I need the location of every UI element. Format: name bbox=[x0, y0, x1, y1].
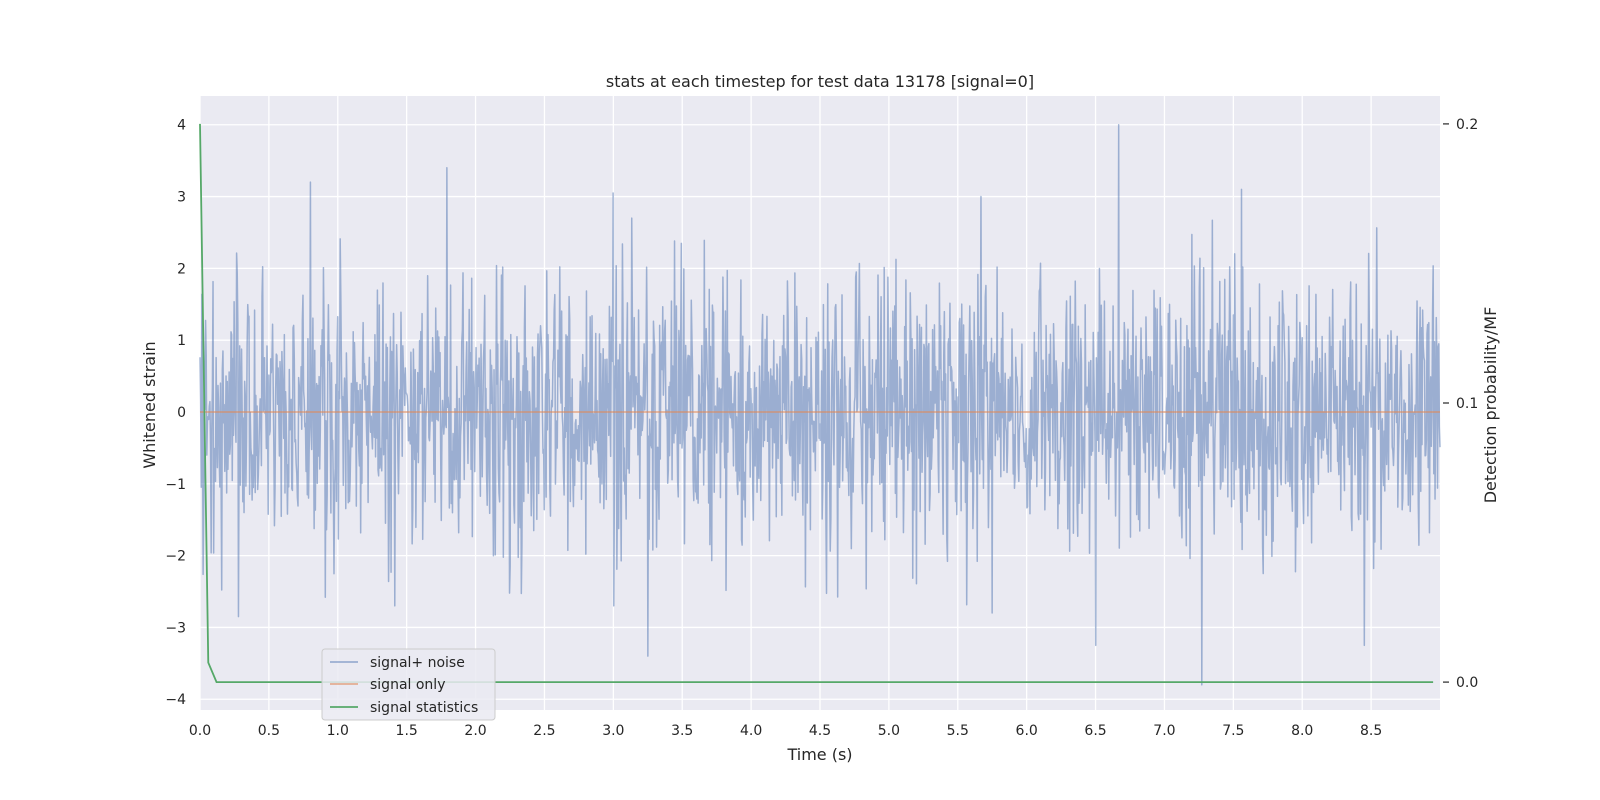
legend-label-signal-noise: signal+ noise bbox=[370, 655, 465, 671]
chart-title: stats at each timestep for test data 131… bbox=[606, 72, 1034, 91]
series-signal-statistics-line bbox=[199, 123, 1434, 683]
x-tick-label: 2.0 bbox=[464, 723, 486, 739]
x-tick-label: 1.0 bbox=[327, 723, 349, 739]
y-axis-right: 0.2 0.1 0.0 bbox=[1443, 117, 1478, 691]
y2-tick-label: 0.2 bbox=[1456, 117, 1478, 133]
legend-label-signal-statistics: signal statistics bbox=[370, 700, 478, 716]
x-tick-label: 5.5 bbox=[947, 723, 969, 739]
x-tick-label: 7.5 bbox=[1222, 723, 1244, 739]
x-tick-label: 4.5 bbox=[809, 723, 831, 739]
x-axis-title: Time (s) bbox=[786, 745, 852, 764]
legend: signal+ noise signal only signal statist… bbox=[321, 648, 496, 721]
y-tick-label: −2 bbox=[165, 549, 186, 565]
x-tick-label: 6.0 bbox=[1016, 723, 1038, 739]
y-tick-label: 3 bbox=[177, 190, 186, 206]
x-tick-label: 2.5 bbox=[533, 723, 555, 739]
x-tick-label: 5.0 bbox=[878, 723, 900, 739]
y2-tick-label: 0.0 bbox=[1456, 675, 1478, 691]
y2-tick-label: 0.1 bbox=[1456, 396, 1478, 412]
x-axis: 0.0 0.5 1.0 1.5 2.0 2.5 3.0 3.5 4.0 4.5 5.0 5.5 6.0 6… bbox=[189, 723, 1382, 739]
y-tick-label: −3 bbox=[165, 620, 186, 636]
x-tick-label: 1.5 bbox=[396, 723, 418, 739]
y-axis-left: 4 3 2 1 0 −1 −2 −3 −4 bbox=[165, 118, 186, 709]
y-tick-label: −1 bbox=[165, 477, 186, 493]
y-tick-label: 2 bbox=[177, 261, 186, 277]
y-tick-label: −4 bbox=[165, 692, 186, 708]
y-tick-label: 4 bbox=[177, 118, 186, 134]
x-tick-label: 4.0 bbox=[740, 723, 762, 739]
series-signal-noise-line bbox=[199, 123, 1441, 686]
x-tick-label: 8.5 bbox=[1360, 723, 1382, 739]
x-tick-label: 0.5 bbox=[258, 723, 280, 739]
plot-area bbox=[199, 123, 1441, 686]
x-tick-label: 7.0 bbox=[1153, 723, 1175, 739]
x-tick-label: 0.0 bbox=[189, 723, 211, 739]
y2-axis-title: Detection probability/MF bbox=[1481, 307, 1500, 504]
legend-label-signal-only: signal only bbox=[370, 677, 445, 693]
y-tick-label: 1 bbox=[177, 333, 186, 349]
x-tick-label: 3.5 bbox=[671, 723, 693, 739]
y-axis-title: Whitened strain bbox=[140, 341, 159, 468]
y-tick-label: 0 bbox=[177, 405, 186, 421]
x-tick-label: 3.0 bbox=[602, 723, 624, 739]
x-tick-label: 6.5 bbox=[1084, 723, 1106, 739]
x-tick-label: 8.0 bbox=[1291, 723, 1313, 739]
legend-box bbox=[321, 648, 496, 721]
